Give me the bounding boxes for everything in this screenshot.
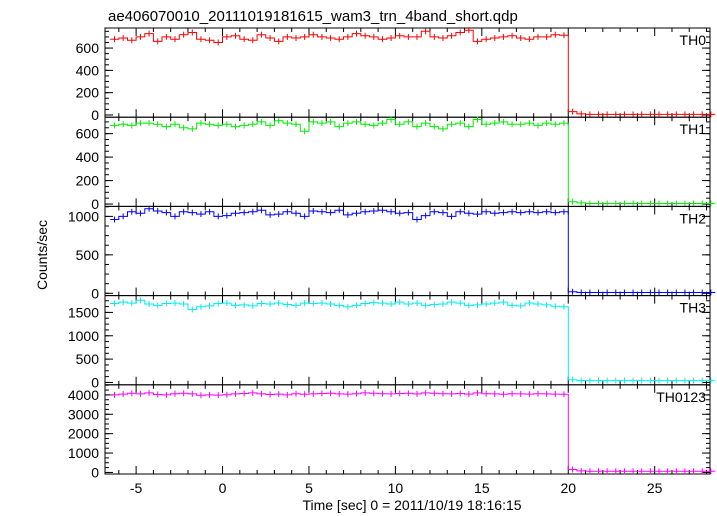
panel-th2: 0 500 1000 TH2 xyxy=(68,205,716,301)
panel-frame xyxy=(104,116,711,207)
y-tick-label: 0 xyxy=(91,107,99,123)
y-tick-label: 400 xyxy=(76,149,100,165)
y-tick-label: 1000 xyxy=(68,208,99,224)
y-tick-label: 0 xyxy=(91,196,99,212)
series-line-th3 xyxy=(110,299,716,382)
panel-frame xyxy=(104,295,711,386)
y-tick-label: 0 xyxy=(91,285,99,301)
y-tick-label: 500 xyxy=(76,247,100,263)
x-tick-label: 20 xyxy=(560,480,576,496)
y-tick-label: 1000 xyxy=(68,328,99,344)
y-tick-label: 500 xyxy=(76,351,100,367)
y-tick-label: 600 xyxy=(76,40,100,56)
series-line-th2 xyxy=(110,208,716,293)
y-tick-label: 200 xyxy=(76,173,100,189)
panel-frame xyxy=(104,205,711,297)
x-tick-label: -5 xyxy=(130,480,143,496)
panel-th1: 0 200 400 600 TH1 xyxy=(76,116,716,212)
y-tick-label: 200 xyxy=(76,85,100,101)
y-tick-label: 1500 xyxy=(68,304,99,320)
panel-frame xyxy=(104,27,711,118)
series-label: TH0 xyxy=(680,32,707,48)
series-line-th0123 xyxy=(110,392,716,472)
y-tick-label: 1000 xyxy=(68,445,99,461)
panel-th3: 0 500 1000 1500 TH3 xyxy=(68,295,716,390)
y-tick-label: 3000 xyxy=(68,406,99,422)
chart-title: ae406070010_20111019181615_wam3_trn_4ban… xyxy=(108,8,518,25)
panel-frame xyxy=(104,384,711,475)
x-tick-label: 10 xyxy=(388,480,404,496)
y-tick-label: 4000 xyxy=(68,387,99,403)
x-tick-label: 15 xyxy=(474,480,490,496)
series-label: TH2 xyxy=(680,210,707,226)
series-line-th1 xyxy=(110,119,716,204)
x-axis-label: Time [sec] 0 = 2011/10/19 18:16:15 xyxy=(302,497,521,513)
y-axis-label: Counts/sec xyxy=(34,220,50,290)
y-tick-label: 600 xyxy=(76,126,100,142)
y-tick-label: 400 xyxy=(76,62,100,78)
series-label: TH0123 xyxy=(656,389,706,405)
series-label: TH3 xyxy=(680,300,707,316)
panel-th0123: 0 1000 2000 3000 4000 TH0123 xyxy=(68,384,716,480)
panel-th0: 0 200 400 600 TH0 xyxy=(76,27,716,123)
x-tick-label: 0 xyxy=(219,480,227,496)
x-tick-label: 25 xyxy=(647,480,663,496)
y-tick-label: 0 xyxy=(91,374,99,390)
y-tick-label: 2000 xyxy=(68,426,99,442)
series-label: TH1 xyxy=(680,121,707,137)
x-tick-label: 5 xyxy=(305,480,313,496)
y-tick-label: 0 xyxy=(91,464,99,480)
series-line-th0 xyxy=(110,29,716,115)
